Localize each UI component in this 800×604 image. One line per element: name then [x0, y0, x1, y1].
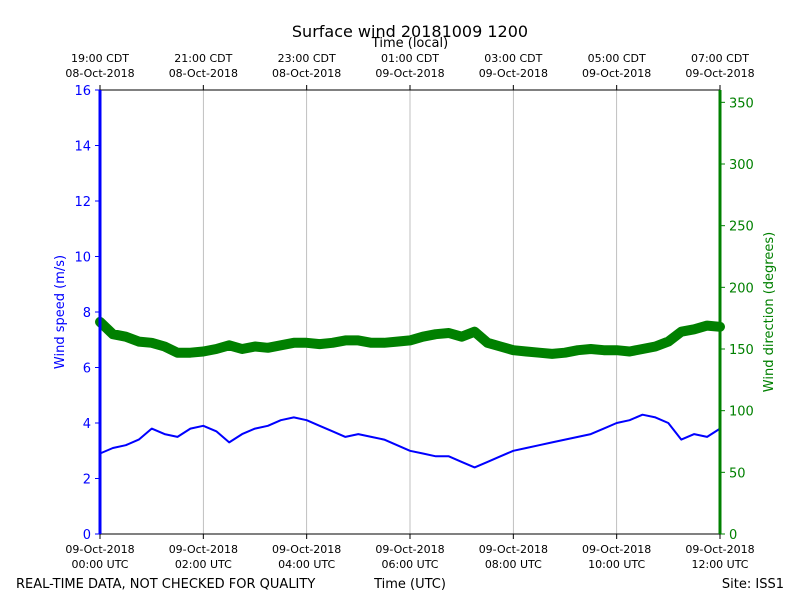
right-tick-label: 200 [729, 281, 754, 296]
site-label: Site: ISS1 [722, 577, 784, 592]
wind-direction-line [95, 316, 725, 359]
bottom-tick-date: 09-Oct-2018 [65, 543, 134, 556]
chart-title: Surface wind 20181009 1200 [292, 22, 528, 41]
top-tick-date: 08-Oct-2018 [65, 67, 134, 80]
bottom-tick-time: 04:00 UTC [278, 558, 335, 571]
right-tick-label: 150 [729, 343, 754, 358]
axes-layer: 0 2 4 6 8 10 12 14 16 0 50 100 150 200 250 300 350 09-Oct… [65, 52, 754, 571]
bottom-tick-date: 09-Oct-2018 [582, 543, 651, 556]
bottom-tick-date: 09-Oct-2018 [169, 543, 238, 556]
bottom-tick-date: 09-Oct-2018 [685, 543, 754, 556]
top-tick-time: 23:00 CDT [278, 52, 336, 65]
top-tick-time: 07:00 CDT [691, 52, 749, 65]
right-tick-label: 50 [729, 466, 746, 481]
left-tick-label: 4 [83, 417, 91, 432]
y-axis-left-label: Wind speed (m/s) [53, 255, 68, 369]
bottom-tick-date: 09-Oct-2018 [479, 543, 548, 556]
bottom-tick-time: 10:00 UTC [588, 558, 645, 571]
left-tick-label: 16 [74, 84, 91, 99]
left-tick-label: 10 [74, 251, 91, 266]
grid-layer [202, 90, 618, 534]
left-tick-label: 14 [74, 140, 91, 155]
bottom-tick-time: 02:00 UTC [175, 558, 232, 571]
right-tick-label: 250 [729, 220, 754, 235]
top-tick-time: 03:00 CDT [484, 52, 542, 65]
bottom-tick-date: 09-Oct-2018 [272, 543, 341, 556]
wind-speed-line [99, 413, 721, 469]
top-tick-date: 09-Oct-2018 [375, 67, 444, 80]
top-tick-time: 19:00 CDT [71, 52, 129, 65]
top-tick-date: 09-Oct-2018 [582, 67, 651, 80]
left-tick-label: 0 [83, 528, 91, 543]
top-tick-date: 08-Oct-2018 [272, 67, 341, 80]
right-tick-label: 0 [729, 528, 737, 543]
top-tick-date: 09-Oct-2018 [685, 67, 754, 80]
top-tick-time: 21:00 CDT [174, 52, 232, 65]
bottom-tick-time: 06:00 UTC [381, 558, 438, 571]
left-tick-label: 2 [83, 473, 91, 488]
x-axis-bottom-label: Time (UTC) [373, 577, 446, 592]
left-tick-label: 6 [83, 362, 91, 377]
left-tick-label: 12 [74, 195, 91, 210]
bottom-tick-time: 08:00 UTC [485, 558, 542, 571]
y-axis-right-label: Wind direction (degrees) [762, 232, 777, 392]
right-tick-label: 100 [729, 405, 754, 420]
x-axis-top-label: Time (local) [371, 36, 448, 51]
right-tick-label: 300 [729, 158, 754, 173]
left-tick-label: 8 [83, 306, 91, 321]
top-tick-time: 05:00 CDT [588, 52, 646, 65]
series-layer [95, 316, 725, 469]
bottom-tick-time: 12:00 UTC [691, 558, 748, 571]
bottom-tick-time: 00:00 UTC [71, 558, 128, 571]
bottom-tick-date: 09-Oct-2018 [375, 543, 444, 556]
quality-disclaimer: REAL-TIME DATA, NOT CHECKED FOR QUALITY [16, 577, 315, 592]
top-tick-time: 01:00 CDT [381, 52, 439, 65]
right-tick-label: 350 [729, 96, 754, 111]
top-tick-date: 08-Oct-2018 [169, 67, 238, 80]
top-tick-date: 09-Oct-2018 [479, 67, 548, 80]
